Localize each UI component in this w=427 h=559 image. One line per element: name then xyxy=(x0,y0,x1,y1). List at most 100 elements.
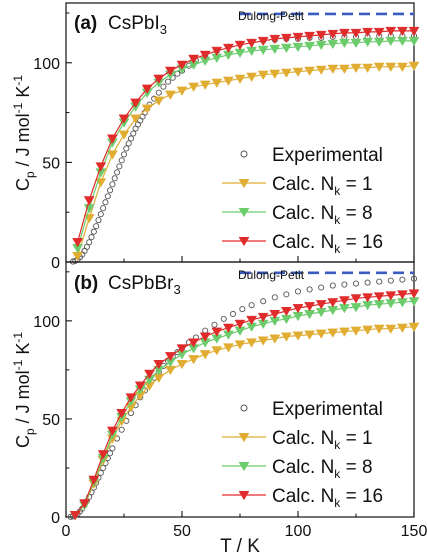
nk1-point xyxy=(373,324,385,334)
experimental-point xyxy=(118,157,125,164)
experimental-point xyxy=(97,211,104,218)
nk16-point xyxy=(408,26,420,37)
nk16-point xyxy=(222,323,234,333)
nk16-point xyxy=(199,50,211,61)
nk1-point xyxy=(338,64,350,74)
experimental-point xyxy=(107,187,114,194)
experimental-point xyxy=(410,275,418,282)
nk16-point xyxy=(164,352,176,362)
nk16-point xyxy=(234,40,246,51)
experimental-point xyxy=(125,140,132,147)
nk16-point xyxy=(125,393,137,403)
x-tick-label: 100 xyxy=(285,523,312,540)
nk8-point xyxy=(315,40,327,51)
x-tick-label: 0 xyxy=(62,523,71,540)
nk16-point xyxy=(106,426,118,436)
nk1-point xyxy=(118,130,130,140)
nk8-point xyxy=(280,43,292,54)
nk1-point xyxy=(234,340,246,350)
nk1-point xyxy=(385,62,397,72)
nk1-point xyxy=(246,72,258,82)
experimental-point xyxy=(220,315,227,322)
nk16-point xyxy=(408,289,420,299)
experimental-point xyxy=(318,284,325,291)
x-tick-labels: 0 50 100 150 xyxy=(62,523,427,540)
nk1-point xyxy=(338,327,350,337)
legend-marker-experimental xyxy=(240,150,248,158)
legend-label-experimental: Experimental xyxy=(272,399,383,420)
y-tick-label: 50 xyxy=(42,155,60,172)
experimental-point xyxy=(165,78,172,85)
nk8-point xyxy=(408,36,420,47)
panel-a-label: (a) xyxy=(74,13,97,34)
panel-a-dulong-label: Dulong-Petit xyxy=(238,9,305,23)
nk8-point xyxy=(304,41,316,52)
nk16-point xyxy=(373,27,385,38)
panel-a-legend: Experimental Calc. Nk = 1 Calc. Nk = 8 Calc… xyxy=(222,145,383,256)
y-tick-label: 50 xyxy=(42,412,60,429)
legend-label-nk16: Calc. Nk = 16 xyxy=(272,232,383,256)
panel-a-title: CsPbI3 xyxy=(108,13,167,37)
nk1-point xyxy=(362,325,374,335)
y-tick-label: 100 xyxy=(33,314,60,331)
nk16-point xyxy=(315,300,327,310)
nk16-point xyxy=(373,292,385,302)
nk16-point xyxy=(144,369,155,380)
experimental-point xyxy=(88,234,95,241)
nk1-point xyxy=(315,329,327,339)
experimental-point xyxy=(364,279,371,286)
panel-a-ticks: 0 50 100 xyxy=(33,12,415,272)
nk16-point xyxy=(95,162,107,172)
nk16-point xyxy=(257,36,269,47)
nk16-point xyxy=(327,298,339,308)
nk16-point xyxy=(134,381,146,391)
nk1-point xyxy=(106,150,118,160)
nk1-point xyxy=(408,61,420,72)
panel-b-dulong-label: Dulong-Petit xyxy=(238,268,305,282)
nk1-point xyxy=(188,82,200,92)
nk16-point xyxy=(164,66,176,76)
nk16-point xyxy=(97,450,109,460)
nk1-point xyxy=(304,330,316,340)
experimental-point xyxy=(83,243,90,250)
experimental-point xyxy=(109,445,116,452)
experimental-point xyxy=(116,163,123,170)
experimental-point xyxy=(294,288,302,295)
nk1-point xyxy=(396,62,408,72)
nk16-point xyxy=(88,475,100,485)
nk8-point xyxy=(269,44,281,55)
nk16-point xyxy=(304,31,316,42)
nk1-point xyxy=(350,63,362,73)
experimental-point xyxy=(341,281,348,288)
nk1-point xyxy=(211,346,223,356)
legend-marker-nk8 xyxy=(238,208,250,218)
legend-label-nk1: Calc. Nk = 1 xyxy=(272,428,373,452)
panel-a-plot xyxy=(69,12,420,265)
nk16-point xyxy=(338,28,350,39)
nk1-point xyxy=(327,64,339,74)
nk1-point xyxy=(141,104,153,114)
nk16-point xyxy=(188,54,200,65)
nk16-point xyxy=(116,409,128,419)
nk16-point xyxy=(188,338,200,348)
nk1-point xyxy=(222,343,234,353)
nk16-point xyxy=(130,98,142,108)
nk1-point xyxy=(164,365,176,376)
nk16-point xyxy=(385,291,397,301)
nk16-point xyxy=(292,32,304,43)
nk16-point xyxy=(292,304,304,314)
nk1-point xyxy=(222,76,234,86)
nk1-point xyxy=(373,62,385,72)
nk1-point xyxy=(176,360,188,370)
nk1-point xyxy=(350,326,362,336)
nk16-point xyxy=(141,84,153,94)
nk1-point xyxy=(292,331,304,341)
nk8-point xyxy=(362,37,374,48)
legend-label-nk16: Calc. Nk = 16 xyxy=(272,486,383,510)
experimental-point xyxy=(155,89,162,96)
nk1-point xyxy=(257,70,269,80)
nk16-point xyxy=(199,332,211,342)
nk8-point xyxy=(396,36,408,47)
nk16-point xyxy=(83,196,95,206)
nk16-point xyxy=(280,33,292,44)
